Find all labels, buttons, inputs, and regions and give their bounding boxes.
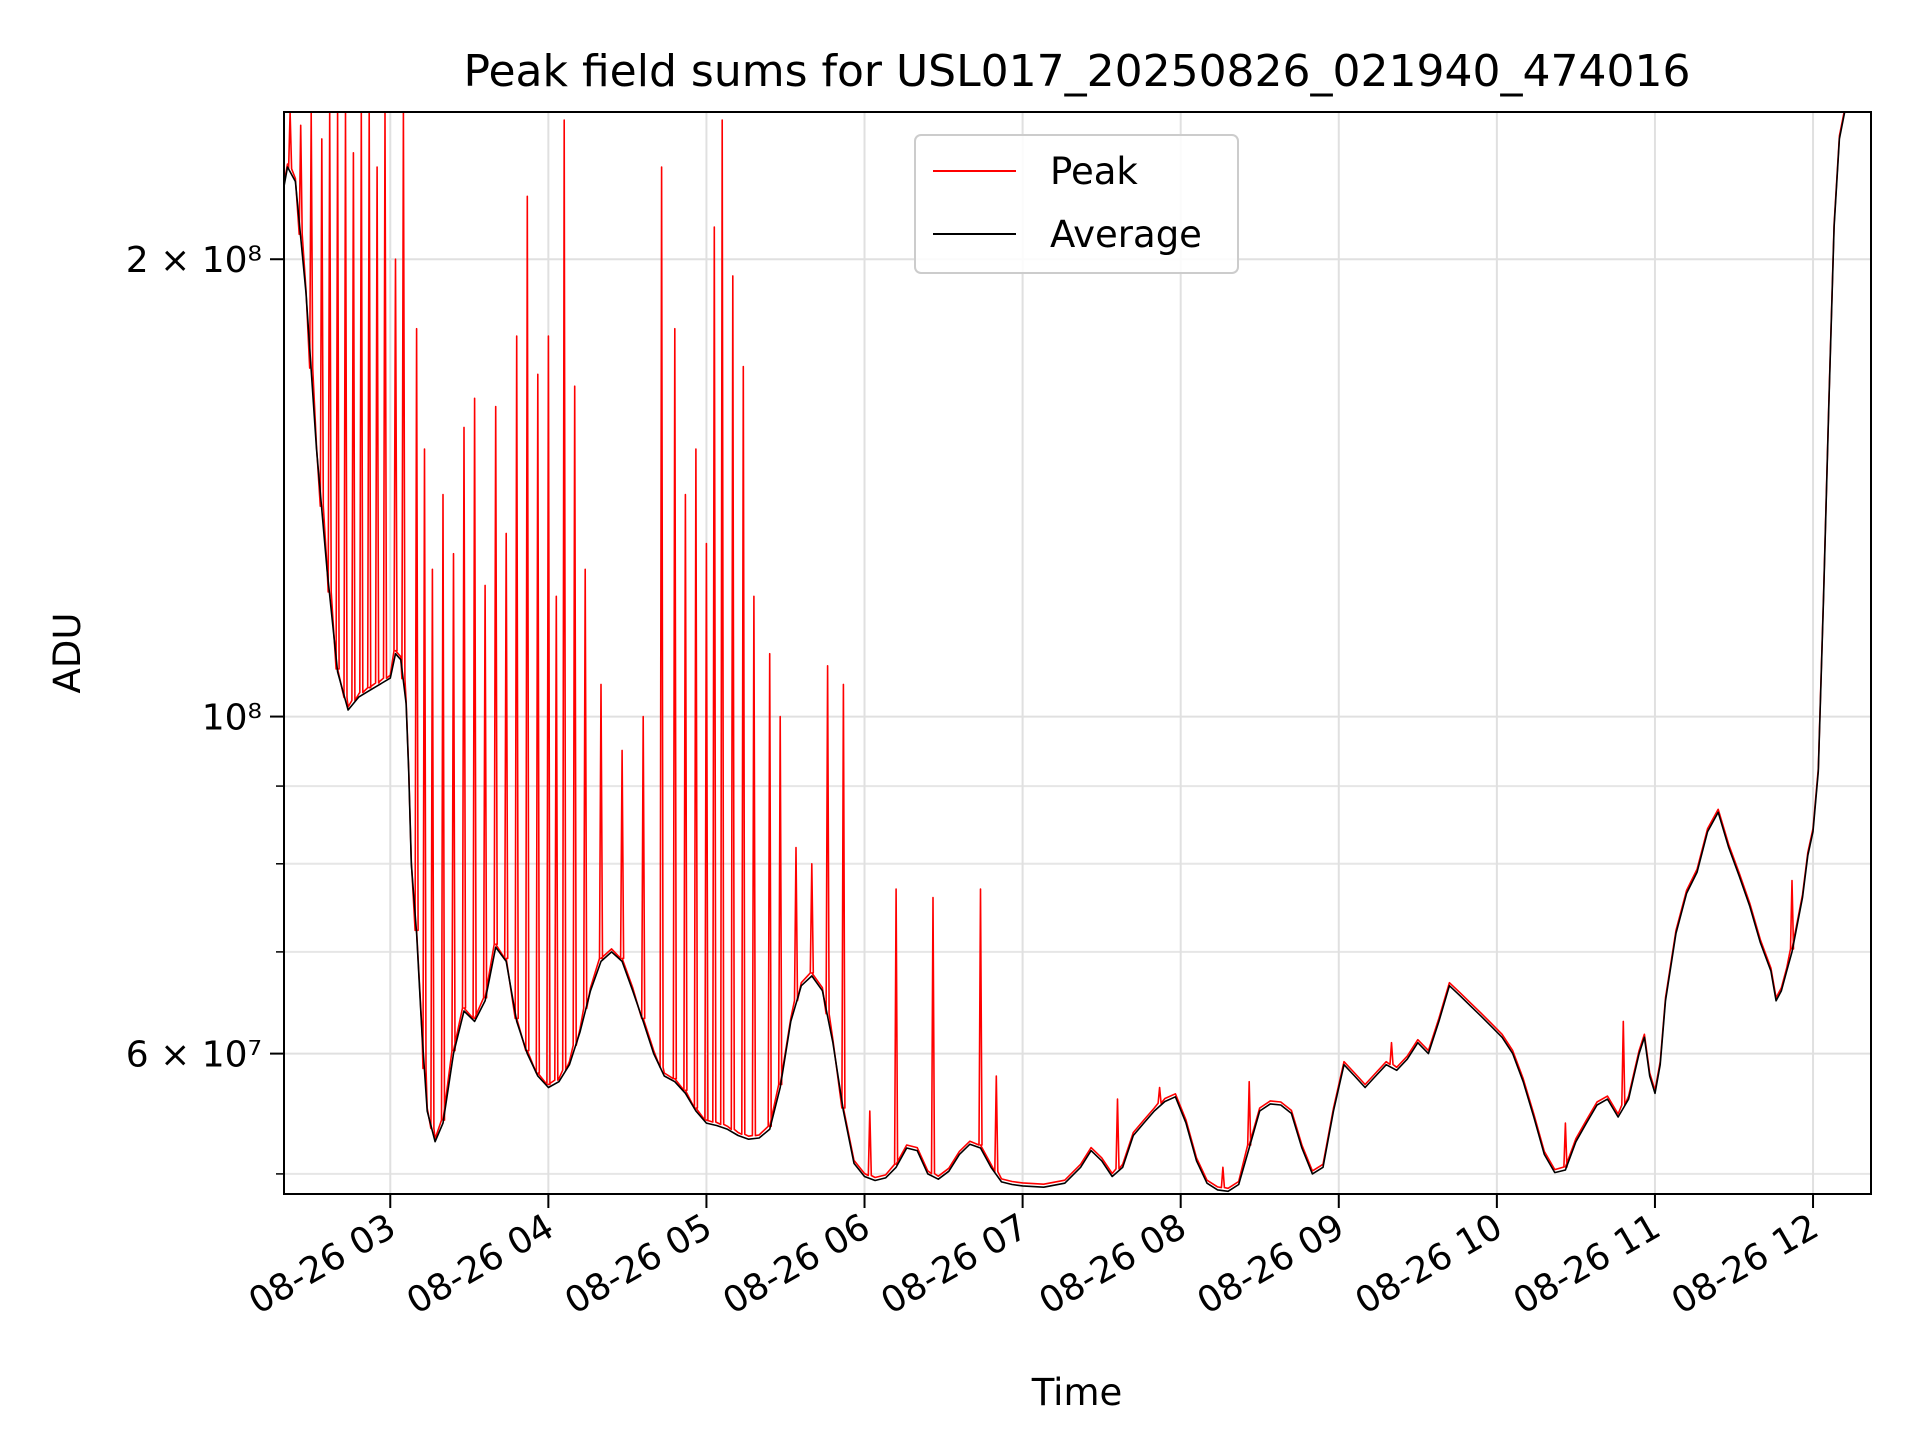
y-tick-label: 6 × 10⁷ <box>126 1035 262 1076</box>
legend-box <box>914 134 1239 274</box>
y-tick-label: 10⁸ <box>202 698 262 739</box>
x-axis-label: Time <box>1031 1371 1123 1414</box>
chart-title: Peak field sums for USL017_20250826_0219… <box>464 46 1691 97</box>
series-line-average <box>284 112 1846 1193</box>
legend: Peak Average <box>914 134 1239 274</box>
y-axis-label: ADU <box>46 613 89 694</box>
plot-frame <box>283 111 1872 1195</box>
y-axis: 6 × 10⁷ 10⁸ 2 × 10⁸ <box>126 240 284 1175</box>
legend-label-peak: Peak <box>1050 150 1138 193</box>
legend-label-average: Average <box>1050 213 1202 256</box>
y-tick-label: 2 × 10⁸ <box>126 240 262 281</box>
series-layer <box>284 112 1846 1193</box>
